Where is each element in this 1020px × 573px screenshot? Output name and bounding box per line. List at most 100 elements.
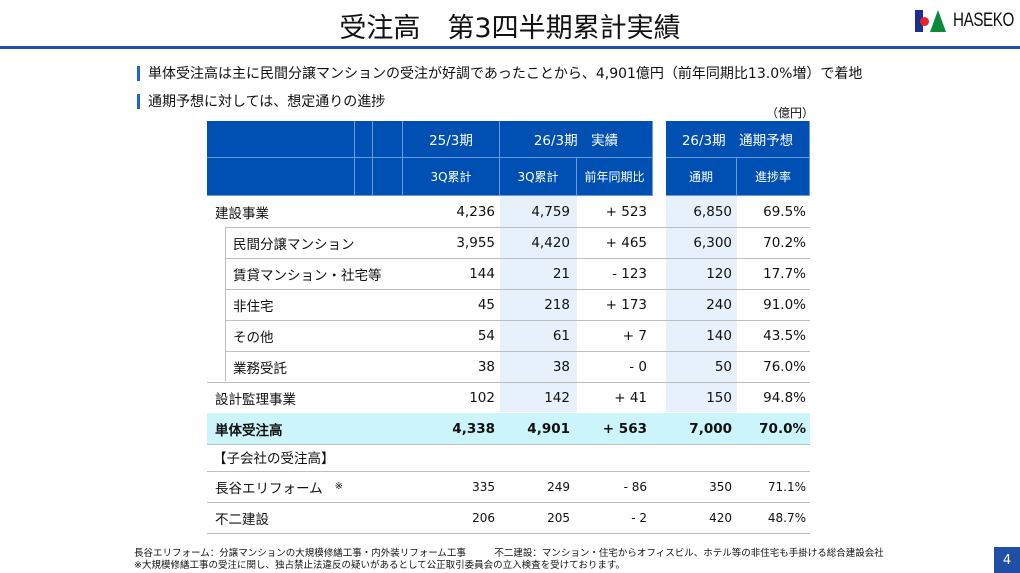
- header-25-3: 25/3期: [403, 121, 500, 158]
- header-3q-curr: 3Q累計: [500, 158, 577, 196]
- row-label-text: 長谷エリフォーム: [215, 480, 323, 497]
- row-label: 不二建設: [215, 502, 415, 533]
- row-label: その他: [233, 320, 433, 351]
- highlight-column: [500, 196, 577, 412]
- value-cell: 54: [477, 327, 495, 344]
- value-cell: 120: [706, 265, 732, 282]
- value-cell: - 0: [629, 358, 647, 375]
- header-blank: [355, 121, 373, 158]
- table-row: 単体受注高 4,338 4,901 + 563 7,000 70.0%: [207, 413, 810, 444]
- row-divider: [225, 227, 810, 228]
- row-label-text: 非住宅: [233, 298, 274, 315]
- row-label: 業務受託: [233, 351, 433, 382]
- value-cell: 150: [706, 389, 732, 406]
- bullet-text: 単体受注高は主に民間分譲マンションの受注が好調であったことから、4,901億円（…: [148, 66, 863, 82]
- row-divider: [225, 351, 810, 352]
- indent-line: [225, 227, 226, 381]
- row-label: 賃貸マンション・社宅等: [233, 258, 433, 289]
- value-cell: 4,901: [527, 420, 570, 437]
- header-blank: [207, 158, 355, 196]
- value-cell: 6,850: [693, 203, 732, 220]
- value-cell: 91.0%: [763, 296, 806, 313]
- note-mark: ※: [334, 481, 343, 492]
- value-cell: 218: [544, 296, 570, 313]
- value-cell: 205: [547, 510, 570, 525]
- value-cell: - 123: [612, 265, 647, 282]
- table-row: その他 54 61 + 7 140 43.5%: [207, 320, 810, 351]
- table-row: 賃貸マンション・社宅等 144 21 - 123 120 17.7%: [207, 258, 810, 289]
- value-cell: 69.5%: [763, 203, 806, 220]
- value-cell: 21: [552, 265, 570, 282]
- header-blank: [355, 158, 373, 196]
- table-row: 業務受託 38 38 - 0 50 76.0%: [207, 351, 810, 382]
- row-label: 設計監理事業: [215, 382, 415, 413]
- value-cell: + 173: [605, 296, 647, 313]
- header-progress: 進捗率: [737, 158, 810, 196]
- value-cell: 144: [469, 265, 495, 282]
- row-label-text: 業務受託: [233, 360, 287, 377]
- value-cell: 420: [709, 510, 732, 525]
- row-label: 単体受注高: [215, 413, 415, 444]
- table-row: 設計監理事業 102 142 + 41 150 94.8%: [207, 382, 810, 413]
- header-full-year: 通期: [666, 158, 737, 196]
- subsidiary-heading: 【子会社の受注高】: [207, 443, 810, 471]
- value-cell: + 523: [605, 203, 647, 220]
- value-cell: + 563: [602, 420, 647, 437]
- footnote-1: 長谷エリフォーム：分譲マンションの大規模修繕工事・内外装リフォーム工事 不二建設…: [134, 548, 884, 559]
- row-label-text: 単体受注高: [215, 422, 283, 439]
- row-label: 非住宅: [233, 289, 433, 320]
- value-cell: + 7: [622, 327, 647, 344]
- row-label-text: 民間分譲マンション: [233, 236, 355, 253]
- logo-mark-icon: [915, 10, 947, 32]
- value-cell: + 465: [605, 234, 647, 251]
- row-divider: [207, 444, 810, 445]
- row-divider: [225, 320, 810, 321]
- value-cell: - 2: [631, 510, 647, 525]
- value-cell: 48.7%: [767, 510, 806, 525]
- row-label-text: 不二建設: [215, 511, 269, 528]
- header-26-3-actual: 26/3期 実績: [500, 121, 653, 158]
- value-cell: 71.1%: [767, 479, 806, 494]
- value-cell: 3,955: [456, 234, 495, 251]
- page-number: 4: [994, 547, 1020, 573]
- value-cell: 50: [714, 358, 732, 375]
- value-cell: 350: [709, 479, 732, 494]
- row-label-text: 賃貸マンション・社宅等: [233, 267, 382, 284]
- haseko-logo: HASEKO: [915, 10, 1020, 32]
- header-blank: [373, 121, 403, 158]
- row-label: 長谷エリフォーム ※: [215, 471, 415, 502]
- value-cell: 38: [477, 358, 495, 375]
- row-label-text: 設計監理事業: [215, 391, 296, 408]
- table-row: 非住宅 45 218 + 173 240 91.0%: [207, 289, 810, 320]
- header-yoy: 前年同期比: [577, 158, 653, 196]
- header-26-3-forecast: 26/3期 通期予想: [666, 121, 810, 158]
- subsidiary-heading-text: 【子会社の受注高】: [213, 451, 335, 467]
- table-row: 建設事業 4,236 4,759 + 523 6,850 69.5%: [207, 196, 810, 227]
- value-cell: 4,338: [452, 420, 495, 437]
- value-cell: 240: [706, 296, 732, 313]
- value-cell: 4,420: [531, 234, 570, 251]
- value-cell: 45: [477, 296, 495, 313]
- row-divider: [225, 258, 810, 259]
- header-blank: [373, 158, 403, 196]
- row-label-text: その他: [233, 329, 274, 346]
- value-cell: 4,236: [456, 203, 495, 220]
- row-label-text: 建設事業: [215, 205, 269, 222]
- title-divider: [0, 46, 1020, 49]
- page-title: 受注高 第3四半期累計実績: [339, 13, 681, 44]
- table-row: 民間分譲マンション 3,955 4,420 + 465 6,300 70.2%: [207, 227, 810, 258]
- value-cell: 206: [472, 510, 495, 525]
- row-label: 民間分譲マンション: [233, 227, 433, 258]
- header-blank: [207, 121, 355, 158]
- value-cell: 38: [552, 358, 570, 375]
- row-divider: [225, 289, 810, 290]
- highlight-column: [666, 196, 737, 412]
- value-cell: 76.0%: [763, 358, 806, 375]
- row-divider: [207, 533, 810, 534]
- logo-text: HASEKO: [953, 10, 1014, 31]
- row-divider: [207, 471, 810, 472]
- value-cell: + 41: [614, 389, 647, 406]
- value-cell: 17.7%: [763, 265, 806, 282]
- row-divider: [207, 382, 810, 383]
